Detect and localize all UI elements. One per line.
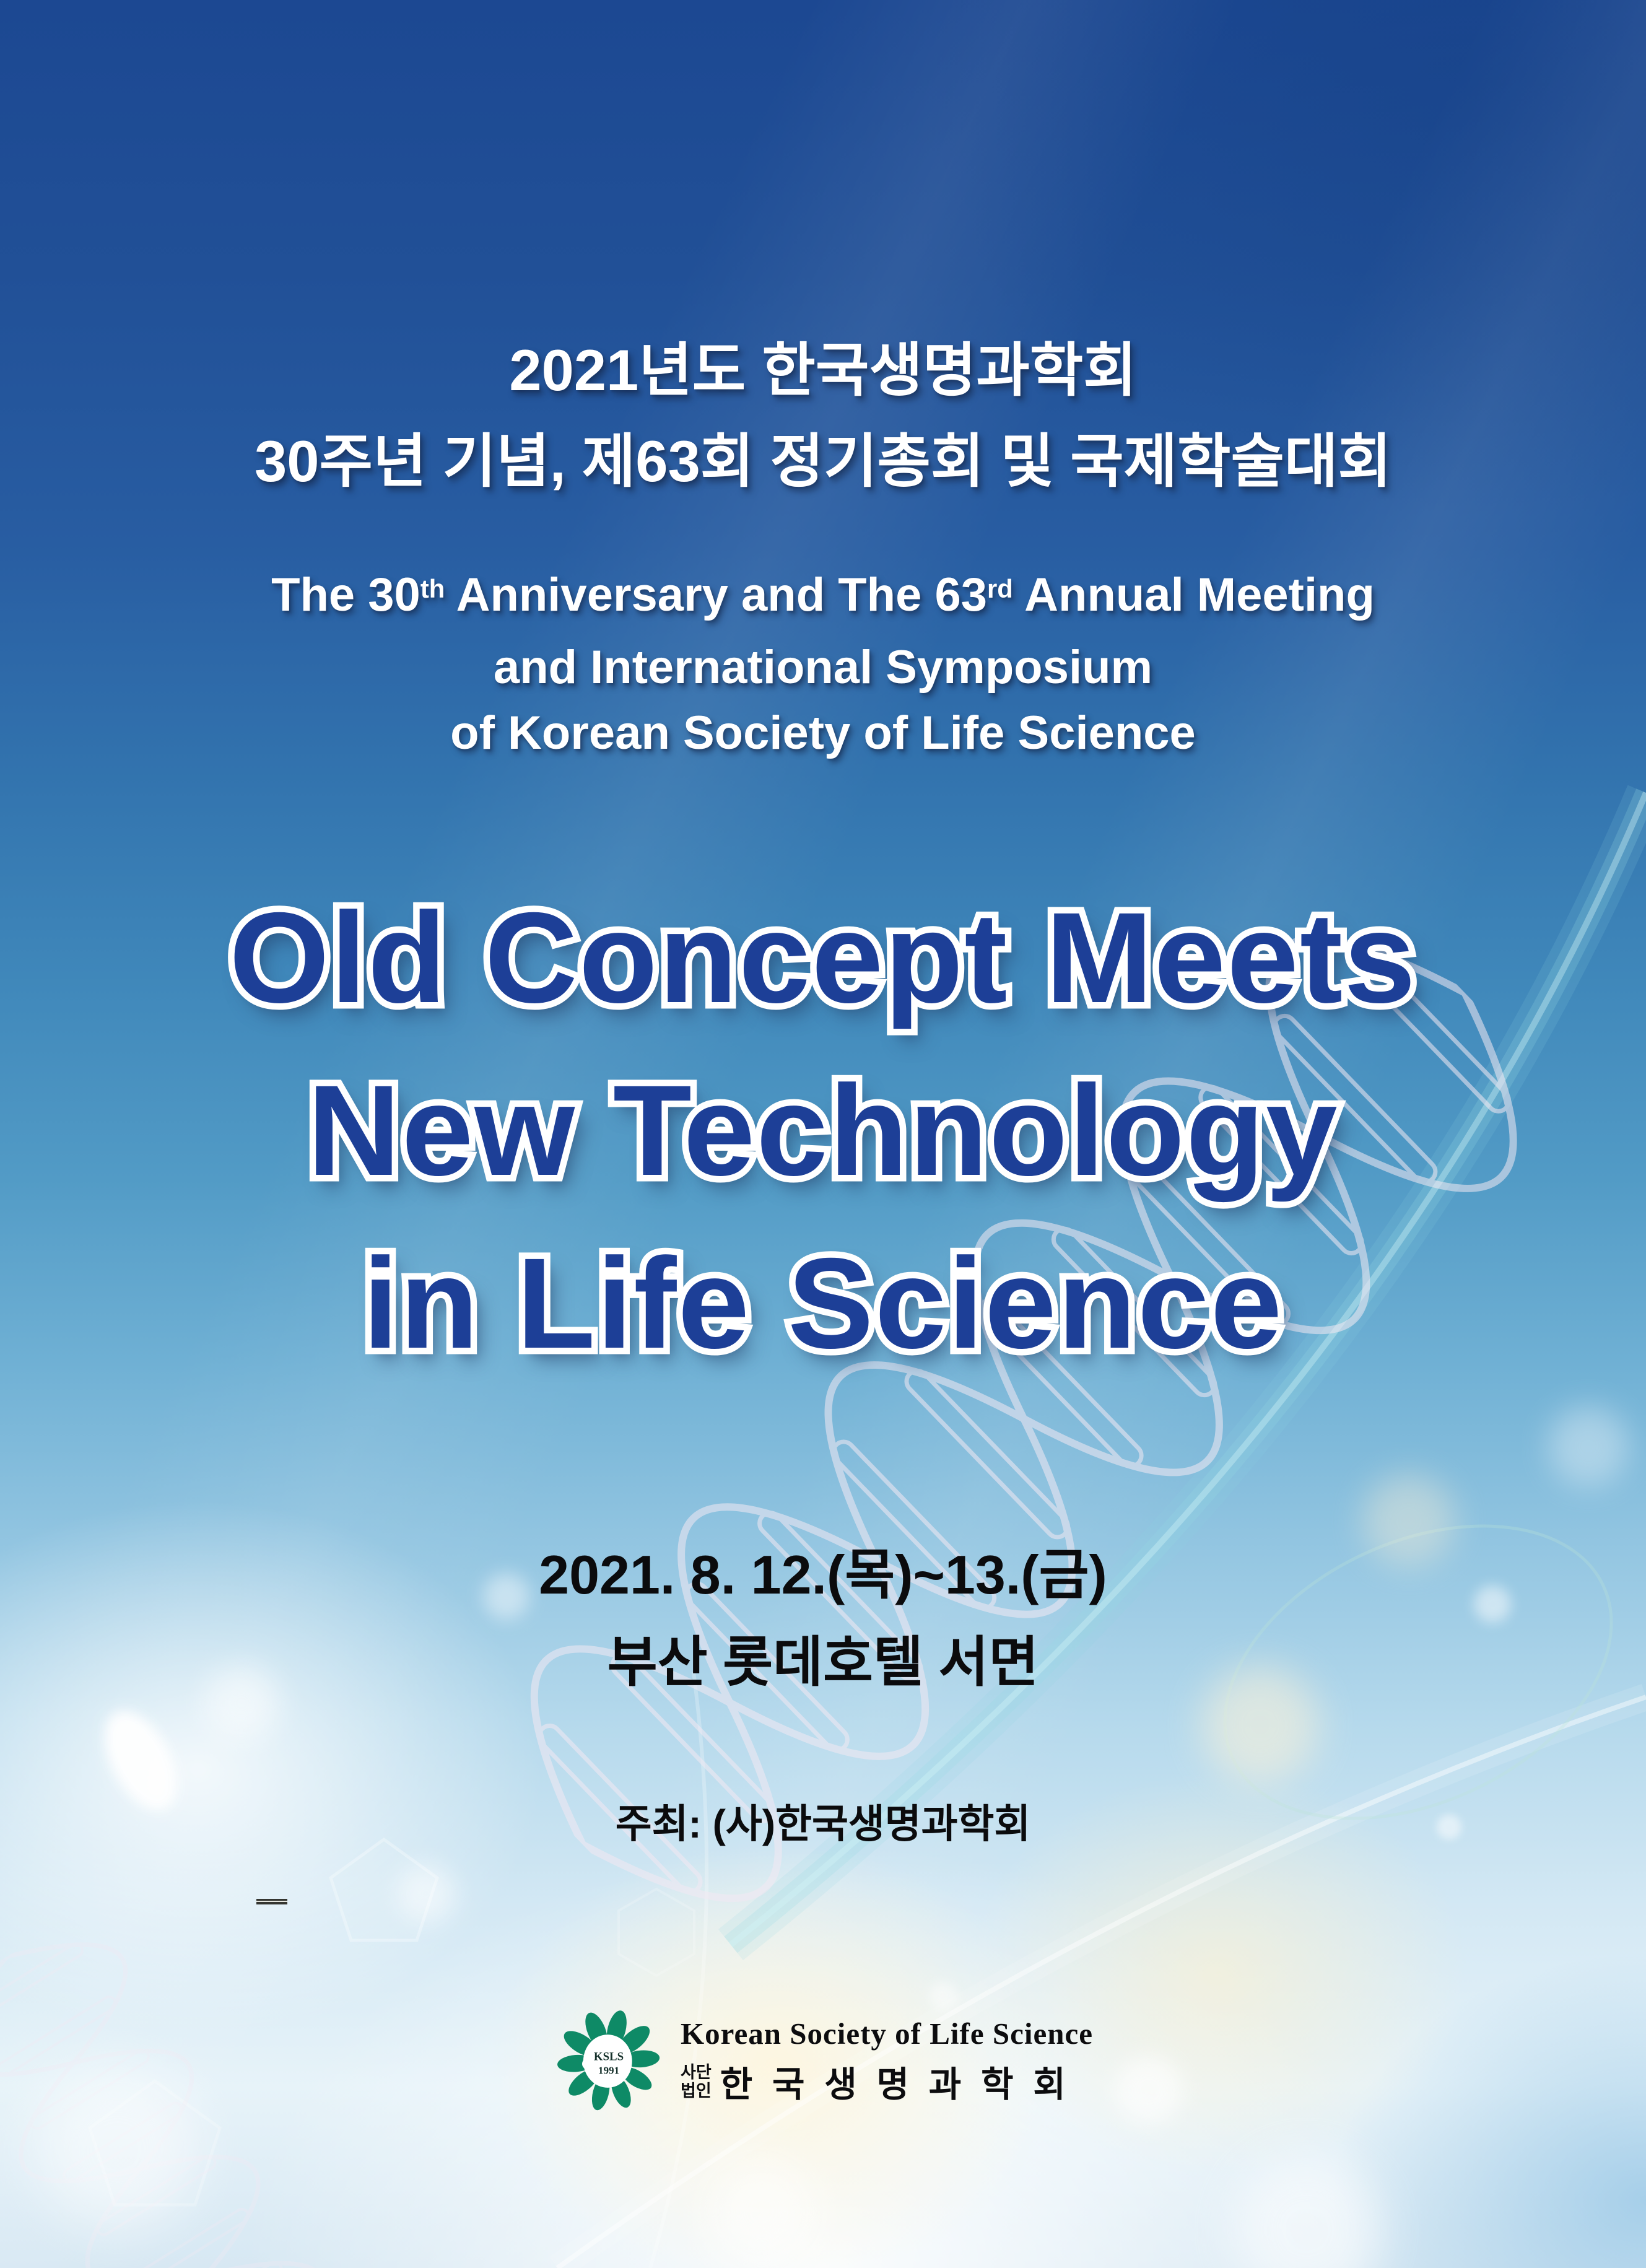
bokeh-light	[1362, 1474, 1455, 1567]
event-date: 2021. 8. 12.(목)~13.(금)	[539, 1544, 1107, 1605]
emblem-face	[582, 2035, 632, 2088]
logo-kr-prefix-line2: 법인	[681, 2081, 712, 2100]
bokeh-light	[483, 1573, 529, 1620]
logo-text-column: Korean Society of Life Science 사단 법인 한 국…	[681, 2016, 1093, 2107]
bokeh-light	[1548, 1406, 1629, 1486]
bokeh-light	[1201, 1666, 1319, 1784]
en-sub-superscript: rd	[987, 574, 1013, 604]
en-sub-text: Anniversary and The 63	[445, 569, 988, 621]
logo-kr-prefix-line1: 사단	[681, 2062, 712, 2082]
en-sub-text: Annual Meeting	[1012, 569, 1375, 621]
en-sub-text: The 30	[271, 569, 420, 621]
english-subtitle: The 30th Anniversary and The 63rd Annual…	[0, 562, 1646, 766]
bokeh-light	[1474, 1585, 1511, 1623]
bokeh-light	[1437, 1815, 1461, 1839]
event-venue: 부산 롯데호텔 서면	[607, 1631, 1039, 1693]
english-subtitle-line3: of Korean Society of Life Science	[450, 707, 1196, 759]
ksls-emblem: KSLS 1991	[557, 2010, 660, 2111]
logo-kr-name: 한 국 생 명 과 학 회	[720, 2064, 1071, 2104]
main-title-line3: in Life Science	[0, 1218, 1646, 1390]
main-title-line2: New Technology	[0, 1045, 1646, 1218]
logo-kr-prefix: 사단 법인	[681, 2063, 712, 2100]
bokeh-light	[929, 1982, 957, 2010]
english-subtitle-line2: and International Symposium	[493, 641, 1153, 694]
emblem-year: 1991	[598, 2065, 619, 2077]
event-date-block: 2021. 8. 12.(목)~13.(금) 부산 롯데호텔 서면	[0, 1531, 1646, 1706]
bokeh-light	[396, 1864, 455, 1923]
korean-title-line2: 30주년 기념, 제63회 정기총회 및 국제학술대회	[255, 429, 1391, 494]
main-title: Old Concept Meets New Technology in Life…	[0, 872, 1646, 1390]
logo-kr-row: 사단 법인 한 국 생 명 과 학 회	[681, 2056, 1093, 2107]
bokeh-light	[37, 2069, 198, 2230]
artifact-dash	[256, 1899, 287, 1904]
en-sub-superscript: th	[420, 574, 445, 604]
main-title-line1: Old Concept Meets	[0, 872, 1646, 1045]
bokeh-light	[706, 2155, 817, 2267]
ksls-logo: KSLS 1991 Korean Society of Life Science…	[0, 2005, 1646, 2117]
logo-en-name: Korean Society of Life Science	[681, 2016, 1093, 2051]
bokeh-light	[204, 1666, 279, 1740]
bokeh-light	[1115, 2056, 1183, 2124]
emblem-acronym: KSLS	[594, 2050, 624, 2063]
english-subtitle-line1: The 30th Anniversary and The 63rd Annual…	[0, 562, 1646, 635]
korean-title-line1: 2021년도 한국생명과학회	[509, 338, 1137, 403]
bokeh-light	[1232, 2155, 1381, 2268]
event-host: 주최: (사)한국생명과학회	[615, 1802, 1031, 1846]
korean-title: 2021년도 한국생명과학회 30주년 기념, 제63회 정기총회 및 국제학술…	[0, 325, 1646, 507]
